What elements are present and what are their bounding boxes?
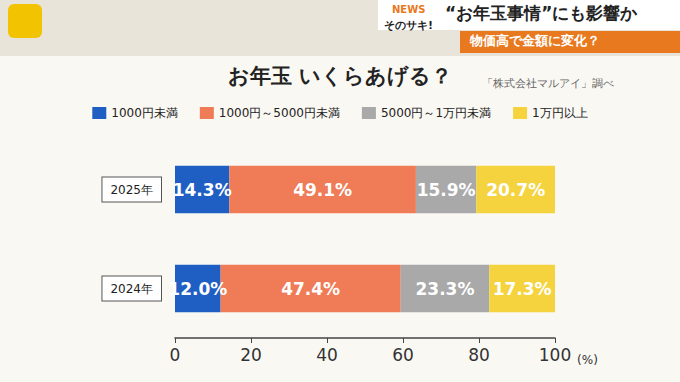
svg-text:「株式会社マルアイ」調べ: 「株式会社マルアイ」調べ [482, 77, 614, 90]
svg-text:1万円以上: 1万円以上 [532, 106, 588, 120]
svg-text:物価高で金額に変化？: 物価高で金額に変化？ [469, 33, 600, 48]
svg-text:1000円～5000円未満: 1000円～5000円未満 [219, 106, 340, 120]
svg-text:40: 40 [316, 345, 338, 365]
svg-text:2024年: 2024年 [110, 282, 153, 296]
svg-text:NEWS: NEWS [392, 4, 425, 15]
svg-text:1000円未満: 1000円未満 [111, 106, 178, 120]
svg-text:2025年: 2025年 [110, 183, 153, 197]
svg-text:そのサキ!: そのサキ! [384, 19, 433, 32]
svg-text:23.3%: 23.3% [415, 279, 474, 299]
svg-text:0: 0 [170, 345, 181, 365]
svg-text:49.1%: 49.1% [293, 180, 352, 200]
svg-text:お年玉 いくらあげる？: お年玉 いくらあげる？ [228, 64, 452, 88]
svg-text:20.7%: 20.7% [486, 180, 545, 200]
svg-text:14.3%: 14.3% [173, 180, 232, 200]
svg-text:80: 80 [468, 345, 490, 365]
svg-text:15.9%: 15.9% [417, 180, 476, 200]
svg-text:47.4%: 47.4% [281, 279, 340, 299]
svg-text:17.3%: 17.3% [493, 279, 552, 299]
svg-text:60: 60 [392, 345, 414, 365]
svg-text:100: 100 [539, 345, 571, 365]
svg-text:5000円～1万円未満: 5000円～1万円未満 [381, 106, 491, 120]
svg-text:(%): (%) [577, 353, 598, 367]
svg-text:20: 20 [240, 345, 262, 365]
svg-text:“お年玉事情”にも影響か: “お年玉事情”にも影響か [445, 3, 638, 23]
svg-text:12.0%: 12.0% [168, 279, 227, 299]
